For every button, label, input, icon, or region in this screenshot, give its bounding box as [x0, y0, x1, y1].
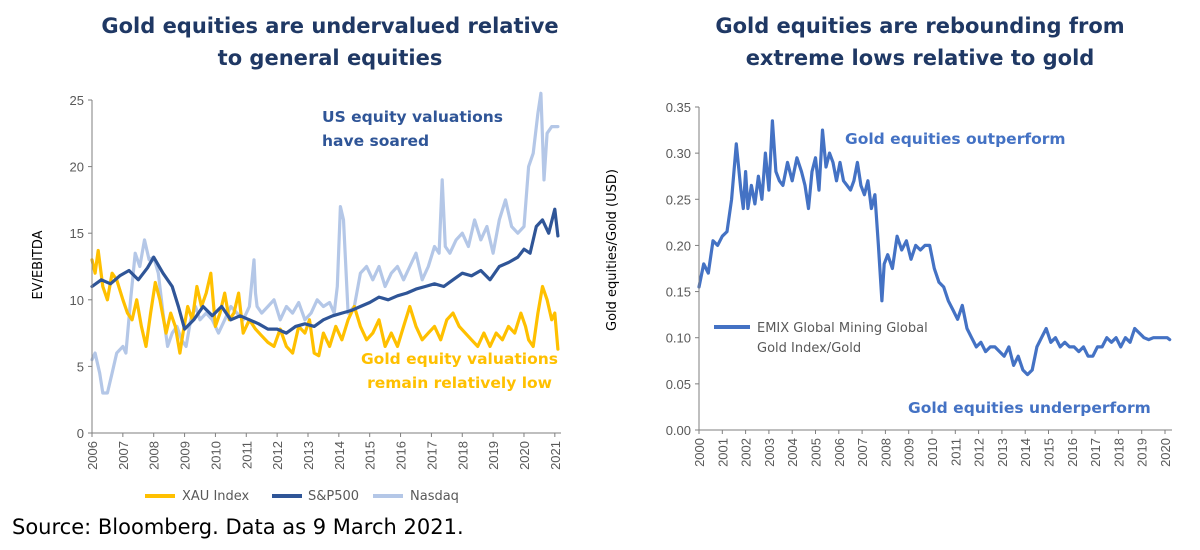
right-legend: EMIX Global Mining Global Gold Index/Gol… [714, 321, 928, 356]
legend-label-xau: XAU Index [182, 489, 250, 504]
right-x-tick-label: 2007 [855, 438, 870, 467]
right-x-tick-label: 2005 [809, 438, 824, 467]
gold-valuations-annotation-line-1: Gold equity valuations [361, 350, 558, 368]
left-chart-title: Gold equities are undervalued relative t… [30, 10, 630, 74]
gold-valuations-annotation-line-2: remain relatively low [367, 374, 552, 392]
legend-label-emix-line-1: EMIX Global Mining Global [757, 321, 928, 336]
right-x-tick-label: 2018 [1111, 438, 1126, 467]
right-title-line-1: Gold equities are rebounding from [715, 14, 1125, 38]
left-title-line-1: Gold equities are undervalued relative [101, 14, 559, 38]
left-y-tick-label: 10 [70, 293, 84, 308]
right-x-tick-label: 2016 [1065, 438, 1080, 467]
right-x-tick-label: 2015 [1042, 438, 1057, 467]
left-x-tick-label: 2021 [548, 441, 563, 470]
left-series-line-xau-index [90, 248, 560, 358]
right-x-tick-label: 2003 [762, 438, 777, 467]
right-y-tick-label: 0.00 [666, 423, 691, 438]
left-x-tick-label: 2019 [486, 441, 501, 470]
right-y-axis-title: Gold equities/Gold (USD) [605, 169, 620, 331]
right-x-tick-label: 2002 [739, 438, 754, 467]
left-x-tick-label: 2011 [239, 441, 254, 469]
left-x-tick-label: 2020 [517, 441, 532, 470]
left-y-axis-title: EV/EBITDA [31, 230, 46, 299]
right-y-tick-label: 0.20 [666, 238, 691, 253]
right-axes: 0.00 0.05 0.10 0.15 0.20 0.25 0.30 0.35 2000 2001… [666, 100, 1173, 467]
right-series-layer [697, 119, 1172, 377]
right-x-tick-label: 2010 [925, 438, 940, 467]
left-x-tick-label: 2014 [332, 441, 347, 470]
right-x-tick-label: 2006 [832, 438, 847, 467]
right-x-tick-label: 2001 [715, 438, 730, 467]
right-x-tick-label: 2013 [995, 438, 1010, 467]
right-x-tick-label: 2009 [902, 438, 917, 467]
right-x-tick-label: 2017 [1088, 438, 1103, 467]
right-series-line-emix-global-mining-global-gold-index-gold [697, 119, 1172, 377]
us-valuations-annotation-line-2: have soared [322, 132, 429, 150]
left-x-tick-label: 2007 [116, 441, 131, 470]
left-y-tick-label: 15 [70, 226, 84, 241]
right-x-tick-label: 2004 [785, 438, 800, 467]
left-x-tick-label: 2009 [178, 441, 193, 470]
left-x-tick-label: 2015 [363, 441, 378, 470]
left-axes: 0 5 10 15 20 25 2006 2007 2008 2009 2010 2011 2012 20… [70, 93, 563, 470]
right-x-tick-label: 2008 [878, 438, 893, 467]
right-y-tick-label: 0.35 [666, 100, 691, 115]
right-title-line-2: extreme lows relative to gold [745, 46, 1095, 70]
left-y-tick-label: 5 [77, 359, 84, 374]
left-x-tick-label: 2008 [147, 441, 162, 470]
right-x-tick-label: 2020 [1158, 438, 1173, 467]
outperform-annotation: Gold equities outperform [845, 130, 1066, 148]
legend-label-nasdaq: Nasdaq [410, 489, 459, 504]
source-note: Source: Bloomberg. Data as 9 March 2021. [12, 515, 464, 539]
right-x-tick-label: 2000 [692, 438, 707, 467]
left-y-tick-label: 20 [70, 160, 84, 175]
right-x-tick-label: 2012 [972, 438, 987, 467]
left-x-tick-label: 2018 [455, 441, 470, 470]
left-x-tick-label: 2012 [270, 441, 285, 470]
left-y-tick-label: 25 [70, 93, 84, 108]
left-x-tick-label: 2017 [424, 441, 439, 470]
right-y-tick-label: 0.15 [666, 285, 691, 300]
left-x-tick-label: 2010 [208, 441, 223, 470]
underperform-annotation: Gold equities underperform [908, 399, 1151, 417]
us-valuations-annotation-line-1: US equity valuations [322, 108, 503, 126]
right-y-tick-label: 0.25 [666, 192, 691, 207]
left-y-tick-label: 0 [77, 426, 84, 441]
left-title-line-2: to general equities [217, 46, 443, 70]
left-x-tick-label: 2013 [301, 441, 316, 470]
right-x-tick-label: 2014 [1018, 438, 1033, 467]
right-x-tick-label: 2019 [1135, 438, 1150, 467]
left-series-layer [90, 91, 560, 395]
left-series-line-nasdaq [90, 91, 560, 395]
right-x-tick-label: 2011 [948, 438, 963, 466]
right-chart-title: Gold equities are rebounding from extrem… [630, 10, 1200, 74]
right-y-tick-label: 0.30 [666, 146, 691, 161]
legend-label-sp500: S&P500 [308, 489, 359, 504]
right-chart: 0.00 0.05 0.10 0.15 0.20 0.25 0.30 0.35 2000 2001… [605, 100, 1173, 467]
right-y-tick-label: 0.10 [666, 331, 691, 346]
right-y-tick-label: 0.05 [666, 377, 691, 392]
left-x-tick-label: 2016 [394, 441, 409, 470]
left-legend: XAU Index S&P500 Nasdaq [145, 489, 459, 504]
left-chart: 0 5 10 15 20 25 2006 2007 2008 2009 2010 2011 2012 20… [31, 91, 563, 504]
left-x-tick-label: 2006 [85, 441, 100, 470]
legend-label-emix-line-2: Gold Index/Gold [757, 341, 861, 356]
left-series-line-s-p500 [90, 207, 560, 335]
